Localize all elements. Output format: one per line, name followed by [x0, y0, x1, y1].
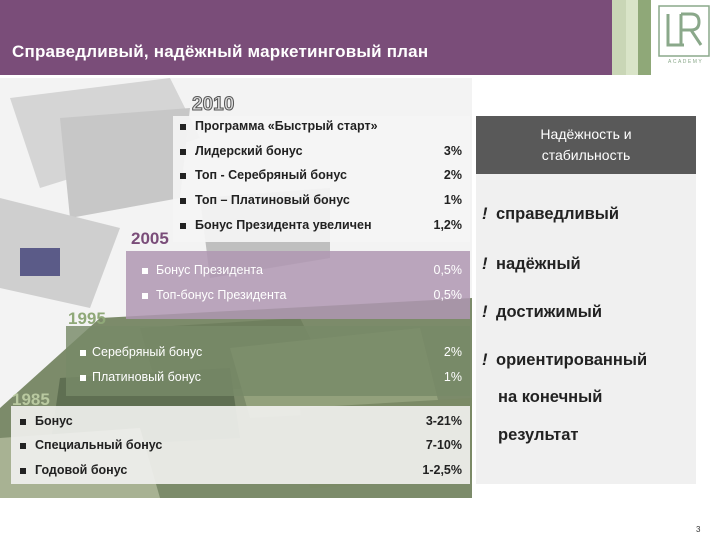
- exclamation-icon: !: [482, 303, 488, 321]
- item-label: Топ - Серебряный бонус: [195, 168, 347, 182]
- reliability-panel: [476, 116, 696, 484]
- item-value: 1-2,5%: [422, 463, 462, 477]
- item-label: Платиновый бонус: [92, 370, 201, 384]
- tier-2005-panel: Бонус Президента 0,5% Топ-бонус Президен…: [126, 251, 470, 319]
- year-2005-label: 2005: [131, 229, 169, 248]
- item-value: 2%: [443, 345, 462, 359]
- bullet-icon: [20, 443, 26, 449]
- item-label: Бонус: [35, 414, 73, 428]
- list-item: Бонус Президента увеличен 1,2%: [173, 218, 470, 242]
- list-item: Специальный бонус 7-10%: [11, 438, 470, 462]
- reliability-item-label: ориентированный: [496, 351, 648, 369]
- bullet-icon: [180, 223, 186, 229]
- reliability-item-label: достижимый: [496, 303, 603, 321]
- item-value: 0,5%: [433, 263, 463, 277]
- tier-2010-panel: Программа «Быстрый старт» Лидерский бону…: [173, 116, 470, 242]
- list-item: Топ-бонус Президента 0,5%: [126, 288, 470, 312]
- item-value: 7-10%: [425, 438, 462, 452]
- year-2010-label: 2010: [191, 94, 235, 116]
- header-stripe: [626, 0, 638, 75]
- reliability-heading: Надёжность и стабильность: [476, 116, 696, 174]
- list-item: Лидерский бонус 3%: [173, 144, 470, 168]
- bullet-icon: [142, 268, 148, 274]
- item-value: 1%: [443, 193, 462, 207]
- item-label: Бонус Президента увеличен: [195, 218, 372, 232]
- bullet-icon: [20, 468, 26, 474]
- item-value: 3-21%: [425, 414, 462, 428]
- reliability-item-label: справедливый: [496, 205, 619, 223]
- item-value: 0,5%: [433, 288, 463, 302]
- header-bar: Справедливый, надёжный маркетинговый пла…: [0, 0, 612, 75]
- list-item: Годовой бонус 1-2,5%: [11, 463, 470, 487]
- item-label: Серебряный бонус: [92, 345, 203, 359]
- item-value: 1%: [443, 370, 462, 384]
- reliability-item: ! справедливый: [482, 205, 619, 224]
- lr-logo-icon: [658, 5, 710, 57]
- bullet-icon: [180, 173, 186, 179]
- item-label: Топ-бонус Президента: [156, 288, 287, 302]
- year-1985-label: 1985: [12, 390, 50, 409]
- heading-line: Надёжность и: [540, 126, 632, 142]
- page-number: 3: [696, 525, 701, 534]
- tier-1995-panel: Серебряный бонус 2% Платиновый бонус 1%: [66, 326, 470, 396]
- list-item: Топ – Платиновый бонус 1%: [173, 193, 470, 217]
- item-value: 1,2%: [433, 218, 463, 232]
- exclamation-icon: !: [482, 255, 488, 273]
- reliability-item: ! надёжный: [482, 255, 581, 274]
- item-value: 2%: [443, 168, 462, 182]
- list-item: Топ - Серебряный бонус 2%: [173, 168, 470, 192]
- bullet-icon: [180, 149, 186, 155]
- header-stripe: [638, 0, 651, 75]
- item-label: Бонус Президента: [156, 263, 263, 277]
- bullet-icon: [180, 198, 186, 204]
- item-label: Годовой бонус: [35, 463, 128, 477]
- reliability-item: ! достижимый: [482, 303, 602, 322]
- list-item: Платиновый бонус 1%: [66, 370, 470, 394]
- reliability-item-continuation: на конечный: [498, 388, 603, 406]
- item-label: Топ – Платиновый бонус: [195, 193, 350, 207]
- item-label: Специальный бонус: [35, 438, 163, 452]
- reliability-item: ! ориентированный: [482, 351, 647, 370]
- bullet-icon: [180, 124, 186, 130]
- page-title: Справедливый, надёжный маркетинговый пла…: [12, 42, 429, 61]
- list-item: Бонус Президента 0,5%: [126, 263, 470, 287]
- logo-caption: ACADEMY: [668, 59, 704, 65]
- exclamation-icon: !: [482, 205, 488, 223]
- reliability-item-continuation: результат: [498, 426, 579, 444]
- bullet-icon: [80, 375, 86, 381]
- item-label: Программа «Быстрый старт»: [195, 119, 378, 133]
- year-1995-label: 1995: [68, 309, 106, 328]
- tier-1985-panel: Бонус 3-21% Специальный бонус 7-10% Годо…: [11, 406, 470, 484]
- bullet-icon: [80, 350, 86, 356]
- heading-line: стабильность: [541, 147, 631, 163]
- reliability-item-label: надёжный: [496, 255, 581, 273]
- list-item: Серебряный бонус 2%: [66, 345, 470, 369]
- item-label: Лидерский бонус: [195, 144, 303, 158]
- exclamation-icon: !: [482, 351, 488, 369]
- bullet-icon: [142, 293, 148, 299]
- header-stripe: [612, 0, 626, 75]
- logo: [651, 0, 720, 75]
- list-item: Бонус 3-21%: [11, 414, 470, 438]
- list-item: Программа «Быстрый старт»: [173, 119, 470, 143]
- bullet-icon: [20, 419, 26, 425]
- item-value: 3%: [443, 144, 462, 158]
